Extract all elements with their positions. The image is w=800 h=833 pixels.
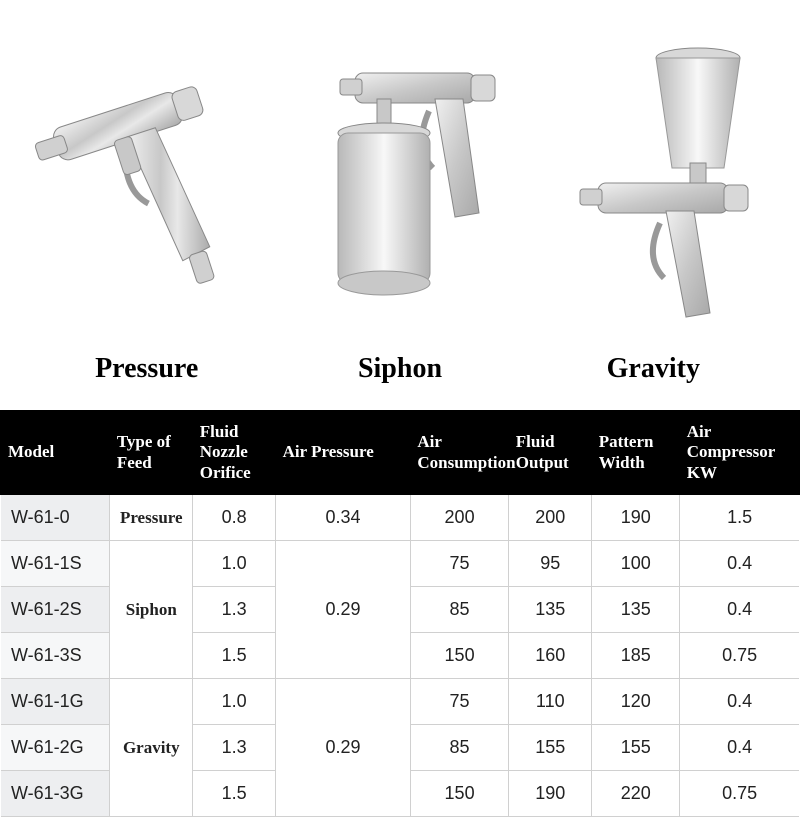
cell-fluidoutput: 155: [509, 725, 592, 771]
cell-pattern: 135: [592, 587, 680, 633]
table-row: W-61-0Pressure0.80.342002001901.5: [1, 494, 799, 541]
cell-fluidoutput: 95: [509, 541, 592, 587]
cell-compressor: 0.4: [680, 725, 799, 771]
cell-pattern: 220: [592, 771, 680, 817]
cell-fluidoutput: 190: [509, 771, 592, 817]
cell-fluidoutput: 110: [509, 679, 592, 725]
cell-model: W-61-3G: [1, 771, 110, 817]
th-fluidoutput: Fluid Output: [509, 411, 592, 494]
cell-consumption: 85: [410, 725, 508, 771]
pressure-spraygun-image: [32, 33, 262, 333]
cell-compressor: 0.4: [680, 679, 799, 725]
product-pressure: Pressure: [20, 33, 273, 385]
cell-airpressure: 0.34: [276, 494, 411, 541]
cell-compressor: 0.4: [680, 541, 799, 587]
table-row: W-61-1GGravity1.00.29751101200.4: [1, 679, 799, 725]
th-nozzle: Fluid Nozzle Orifice: [193, 411, 276, 494]
cell-consumption: 150: [410, 771, 508, 817]
product-siphon: Siphon: [273, 33, 526, 385]
cell-model: W-61-2S: [1, 587, 110, 633]
cell-consumption: 85: [410, 587, 508, 633]
cell-pattern: 190: [592, 494, 680, 541]
cell-nozzle: 1.5: [193, 633, 276, 679]
cell-consumption: 150: [410, 633, 508, 679]
cell-consumption: 75: [410, 679, 508, 725]
pressure-label: Pressure: [95, 353, 198, 385]
cell-feed: Gravity: [110, 679, 193, 817]
cell-nozzle: 1.3: [193, 725, 276, 771]
cell-fluidoutput: 200: [509, 494, 592, 541]
cell-pattern: 185: [592, 633, 680, 679]
product-image-row: Pressure: [0, 0, 800, 385]
cell-model: W-61-0: [1, 494, 110, 541]
siphon-spraygun-image: [285, 33, 515, 333]
cell-nozzle: 1.0: [193, 541, 276, 587]
cell-fluidoutput: 135: [509, 587, 592, 633]
cell-model: W-61-1S: [1, 541, 110, 587]
cell-airpressure: 0.29: [276, 541, 411, 679]
cell-compressor: 1.5: [680, 494, 799, 541]
siphon-label: Siphon: [358, 353, 442, 385]
cell-compressor: 0.75: [680, 633, 799, 679]
gravity-spraygun-image: [538, 33, 768, 333]
cell-pattern: 120: [592, 679, 680, 725]
spec-table: Model Type of Feed Fluid Nozzle Orifice …: [0, 410, 800, 817]
th-model: Model: [1, 411, 110, 494]
cell-model: W-61-3S: [1, 633, 110, 679]
cell-compressor: 0.75: [680, 771, 799, 817]
gravity-label: Gravity: [607, 353, 700, 385]
cell-consumption: 75: [410, 541, 508, 587]
cell-consumption: 200: [410, 494, 508, 541]
cell-nozzle: 1.5: [193, 771, 276, 817]
cell-nozzle: 1.3: [193, 587, 276, 633]
cell-pattern: 155: [592, 725, 680, 771]
table-header-row: Model Type of Feed Fluid Nozzle Orifice …: [1, 411, 799, 494]
cell-nozzle: 0.8: [193, 494, 276, 541]
table-row: W-61-1SSiphon1.00.2975951000.4: [1, 541, 799, 587]
cell-model: W-61-1G: [1, 679, 110, 725]
th-airpressure: Air Pressure: [276, 411, 411, 494]
th-feed: Type of Feed: [110, 411, 193, 494]
cell-fluidoutput: 160: [509, 633, 592, 679]
cell-feed: Pressure: [110, 494, 193, 541]
cell-nozzle: 1.0: [193, 679, 276, 725]
th-compressor: Air Compressor KW: [680, 411, 799, 494]
cell-model: W-61-2G: [1, 725, 110, 771]
th-consumption: Air Consumption: [410, 411, 508, 494]
cell-feed: Siphon: [110, 541, 193, 679]
th-pattern: Pattern Width: [592, 411, 680, 494]
cell-compressor: 0.4: [680, 587, 799, 633]
cell-pattern: 100: [592, 541, 680, 587]
cell-airpressure: 0.29: [276, 679, 411, 817]
product-gravity: Gravity: [527, 33, 780, 385]
